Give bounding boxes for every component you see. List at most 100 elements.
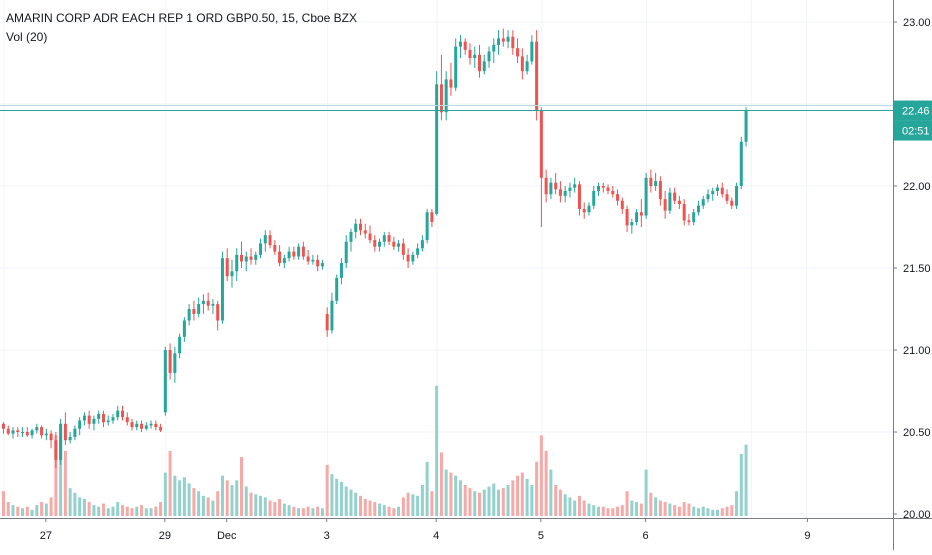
volume-bar [2,491,5,516]
candle-body [573,184,577,188]
candle-body [587,205,591,213]
candle-body [411,254,415,262]
candle-body [301,246,305,257]
candle-body [620,200,624,209]
volume-bar [544,450,548,516]
candle-body [54,440,58,460]
candle-body [140,423,144,429]
volume-bar [406,492,410,516]
volume-bar [701,506,705,516]
volume-bar [387,506,391,516]
volume-bar [673,505,677,516]
time-tick-label: 9 [804,530,810,542]
candle-body [444,79,448,113]
volume-bar [520,472,524,516]
candle-body [68,436,72,441]
volume-bar [558,489,562,516]
volume-bar [11,505,15,516]
volume-bar [625,491,629,516]
candle-body [159,427,163,431]
candle-body [249,256,253,260]
volume-bar [40,502,44,516]
volume-bar [468,488,472,516]
candle-body [630,222,634,226]
volume-bar [278,498,282,516]
price-tick-label: 22.00 [903,181,931,193]
time-axis[interactable]: 27 29 Dec 3 4 5 6 9 [40,518,811,542]
candle-body [106,420,110,423]
volume-bar [506,485,510,516]
volume-bar [630,500,634,516]
candle-body [435,84,439,214]
candle-body [154,423,158,428]
candle-body [501,38,505,42]
volume-bar [339,481,343,516]
candle-body [135,423,139,428]
volume-bar [416,495,420,516]
volume-bar [616,506,620,516]
candle-body [706,194,710,200]
candle-body [73,428,77,437]
volume-bar [335,478,339,516]
candle-body [2,423,5,429]
candle-body [568,187,572,191]
volume-bar [216,491,220,516]
candle-body [539,110,543,178]
volume-bar [696,508,700,516]
volume-bar [716,509,719,516]
volume-bar [149,508,153,516]
volume-bar [359,495,362,516]
volume-bar [420,485,424,516]
candle-body [368,233,372,241]
volume-bar [206,497,210,516]
candle-body [644,177,648,216]
volume-bar [677,506,681,516]
volume-bar [273,502,277,516]
candle-body [416,248,420,255]
candle-body [125,417,129,423]
volume-bar [116,502,120,516]
volume-bar [435,385,439,516]
volume-bar [211,500,215,516]
volume-bar [682,502,686,516]
volume-bar [82,498,86,516]
volume-bar [73,492,77,516]
candle-body [44,433,48,436]
volume-indicator-label[interactable]: Vol (20) [6,30,48,44]
candle-body [344,241,348,264]
candle-body [144,425,148,429]
candle-body [111,417,115,421]
candle-body [406,254,410,262]
volume-bar [706,508,710,516]
volume-bar [454,475,458,516]
time-tick-label: 27 [40,530,52,542]
candle-body [201,300,205,305]
candles [2,28,748,469]
candle-body [225,258,229,277]
time-tick-label: 3 [324,530,330,542]
candle-body [268,235,272,246]
volume-bar [654,497,658,516]
candle-body [535,41,539,111]
volume-bar [482,489,486,516]
candle-body [92,418,96,424]
volume-bar [35,505,39,516]
volume-bar [730,505,734,516]
volume-bar [344,486,348,516]
volume-bar [121,505,124,516]
candle-body [525,61,529,72]
candle-body [378,241,382,247]
candle-body [430,212,434,223]
candle-body [420,240,424,249]
candle-body [254,254,258,260]
candle-body [468,49,472,59]
volume-bar [687,503,691,516]
candle-body [240,254,243,262]
candle-body [168,350,172,373]
volume-bar [59,438,63,516]
candle-body [458,41,462,47]
candle-body [487,51,491,62]
